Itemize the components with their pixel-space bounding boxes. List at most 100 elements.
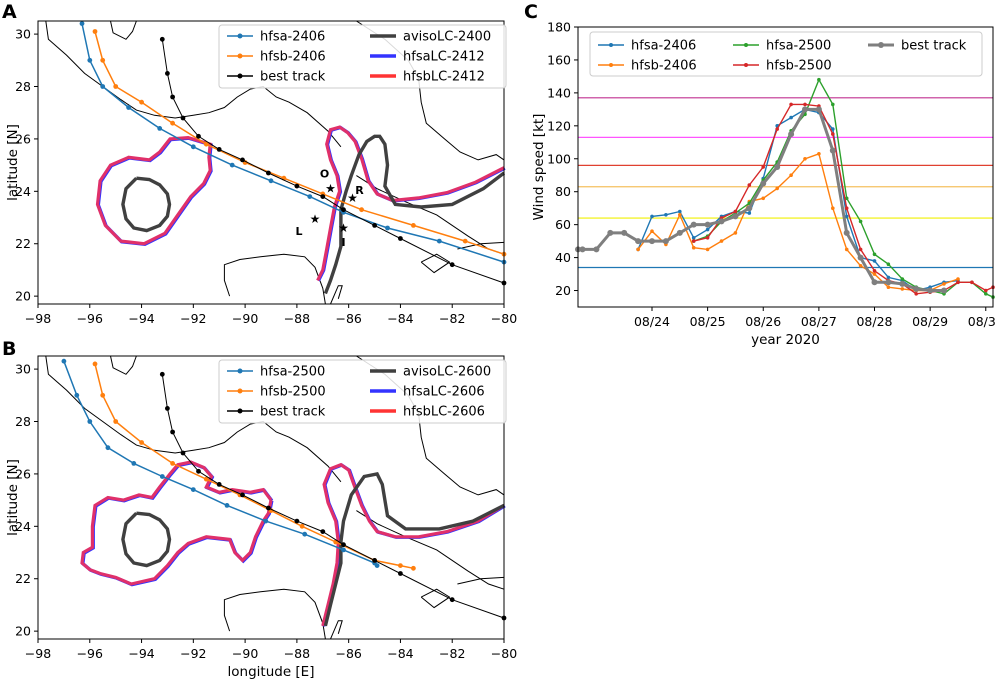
wind-point-hfsb-2500 xyxy=(858,247,863,252)
track-point-hfsb-2500 xyxy=(100,392,106,398)
legend-marker xyxy=(237,53,243,59)
wind-point-hfsb-2406 xyxy=(886,285,891,290)
x-tick-label: 08/29 xyxy=(912,314,948,329)
wind-point-best-track xyxy=(579,246,586,253)
x-axis-label: longitude [E] xyxy=(228,664,315,680)
wind-point-hfsb-2500 xyxy=(775,127,779,131)
wind-point-hfsa-2406 xyxy=(747,211,752,215)
track-point-best-track xyxy=(180,115,186,121)
legend-label: avisoLC-2400 xyxy=(403,30,491,45)
wind-point-hfsa-2500 xyxy=(984,292,988,296)
track-point-best-track xyxy=(449,597,455,603)
wind-point-hfsb-2500 xyxy=(872,269,877,273)
legend-label: best track xyxy=(260,70,326,85)
track-point-hfsa-2406 xyxy=(229,162,235,168)
track-point-best-track xyxy=(240,492,245,498)
coastline-1 xyxy=(110,355,137,375)
coastline-6 xyxy=(223,253,326,305)
track-point-best-track xyxy=(196,468,201,474)
track-point-best-track xyxy=(165,71,170,76)
x-tick-label: −80 xyxy=(491,646,517,661)
legend-label: hfsa-2500 xyxy=(260,365,325,380)
y-tick-label: 30 xyxy=(15,362,31,377)
legend-marker xyxy=(237,73,243,79)
wind-point-best-track xyxy=(760,180,767,187)
wind-point-hfsb-2406 xyxy=(691,245,696,250)
legend-label: hfsaLC-2412 xyxy=(403,50,485,65)
y-tick-label: 28 xyxy=(15,414,31,429)
legend-label: hfsa-2406 xyxy=(631,39,696,54)
legend-marker xyxy=(878,42,884,48)
x-tick-label: −86 xyxy=(335,646,361,661)
wind-point-best-track xyxy=(788,131,795,138)
y-tick-label: 120 xyxy=(547,118,571,133)
track-point-hfsa-2406 xyxy=(268,178,274,184)
marker-star: ★ xyxy=(325,182,336,196)
panel-label-b: B xyxy=(2,338,16,360)
y-tick-label: 40 xyxy=(555,250,571,265)
wind-point-hfsa-2406 xyxy=(678,209,682,214)
wind-point-hfsb-2406 xyxy=(636,247,640,252)
track-point-hfsb-2500 xyxy=(92,361,98,367)
track-point-best-track xyxy=(165,406,170,411)
wind-point-hfsa-2406 xyxy=(886,275,891,280)
hfsa-loop-current xyxy=(321,463,506,627)
wind-point-best-track xyxy=(857,254,864,261)
legend-label: hfsb-2406 xyxy=(260,50,326,65)
legend-box xyxy=(218,359,507,424)
wind-point-best-track xyxy=(899,280,906,287)
wind-point-best-track xyxy=(941,287,947,294)
hfsa-warm-eddy xyxy=(80,460,274,587)
y-tick-label: 20 xyxy=(15,624,31,639)
x-tick-label: −98 xyxy=(25,311,51,326)
panel-label-a: A xyxy=(2,1,17,23)
wind-point-best-track xyxy=(913,285,920,292)
wind-point-best-track xyxy=(871,279,878,286)
track-point-best-track xyxy=(180,450,186,456)
axes-frame xyxy=(37,20,505,305)
y-tick-label: 24 xyxy=(15,519,31,534)
marker-star: ★ xyxy=(347,191,358,205)
track-point-best-track xyxy=(196,133,201,139)
coastline-7 xyxy=(330,620,343,640)
track-point-hfsb-2406 xyxy=(113,84,119,89)
coastline-5 xyxy=(420,588,451,609)
wind-point-hfsb-2406 xyxy=(803,157,807,161)
wind-point-hfsb-2406 xyxy=(678,213,682,217)
wind-point-hfsb-2500 xyxy=(803,102,807,107)
wind-point-hfsa-2406 xyxy=(789,115,793,120)
wind-point-hfsb-2406 xyxy=(705,247,710,252)
y-tick-label: 20 xyxy=(15,289,31,304)
x-tick-label: −88 xyxy=(284,646,310,661)
legend-marker xyxy=(237,388,243,394)
wind-point-hfsa-2500 xyxy=(872,252,877,257)
y-tick-label: 140 xyxy=(547,85,571,100)
track-point-hfsb-2500 xyxy=(113,419,119,424)
track-point-hfsa-2500 xyxy=(374,563,380,568)
legend-marker xyxy=(744,63,748,67)
y-axis-label: latitude [N] xyxy=(5,124,21,201)
coastline-0 xyxy=(45,20,342,148)
track-point-hfsa-2406 xyxy=(87,57,93,63)
track-point-hfsb-2500 xyxy=(411,565,416,571)
x-tick-label: −86 xyxy=(335,311,361,326)
x-tick-label: −96 xyxy=(77,646,103,661)
wind-point-hfsb-2406 xyxy=(900,287,905,291)
track-point-best-track xyxy=(266,505,271,511)
legend-marker xyxy=(609,43,613,47)
wind-point-hfsb-2406 xyxy=(650,229,654,233)
axes-frame xyxy=(37,355,505,640)
marker-label-I: I xyxy=(341,236,345,249)
wind-series-best-track xyxy=(578,107,944,292)
x-tick-label: −90 xyxy=(232,311,258,326)
wind-point-hfsb-2500 xyxy=(956,280,960,285)
wind-point-best-track xyxy=(593,246,600,253)
legend-marker xyxy=(744,43,748,47)
wind-point-hfsb-2406 xyxy=(942,282,946,286)
hfsb-loop-current xyxy=(321,462,505,627)
track-point-hfsa-2406 xyxy=(126,105,131,110)
x-tick-label: −84 xyxy=(387,646,413,661)
y-tick-label: 30 xyxy=(15,27,31,42)
track-point-best-track xyxy=(372,558,377,563)
hfsb-warm-eddy xyxy=(95,135,212,246)
